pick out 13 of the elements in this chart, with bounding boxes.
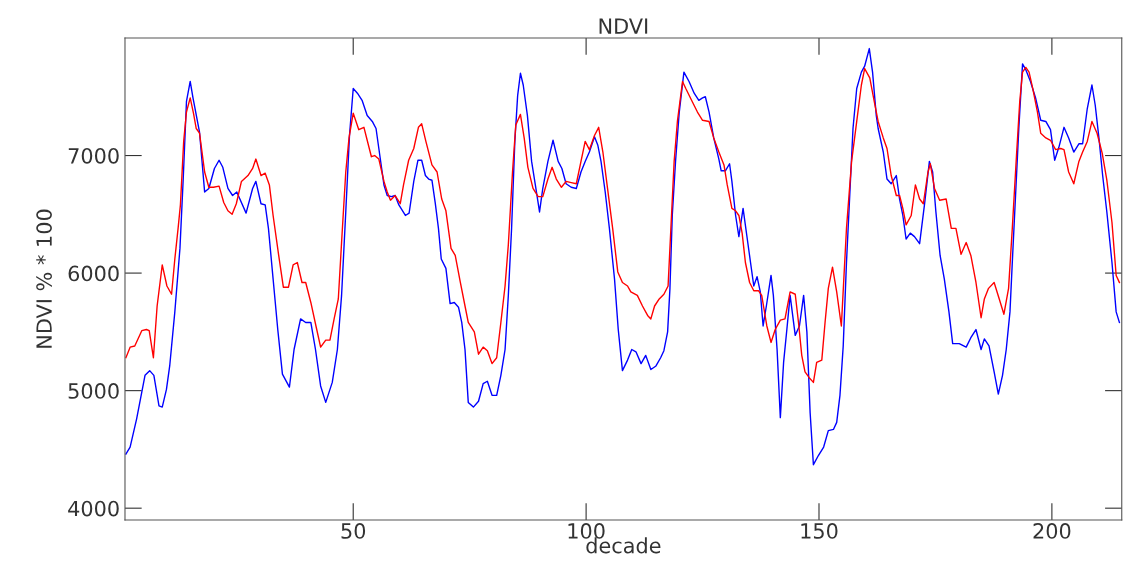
x-axis-title: decade [586,537,661,554]
y-axis-title: NDVI % * 100 [36,209,52,348]
y-tick-label: 7000 [68,147,119,164]
y-tick-label: 4000 [68,500,119,517]
y-tick-label: 5000 [68,383,119,399]
x-tick-label: 150 [801,523,838,539]
line-series [125,47,1121,466]
line-series [125,66,1121,384]
x-tick-label: 200 [1033,523,1071,539]
x-tick-label: 50 [341,523,366,539]
y-tick-label: 6000 [68,265,119,282]
x-tick-label: 100 [568,523,605,539]
chart-title: NDVI [599,18,648,34]
